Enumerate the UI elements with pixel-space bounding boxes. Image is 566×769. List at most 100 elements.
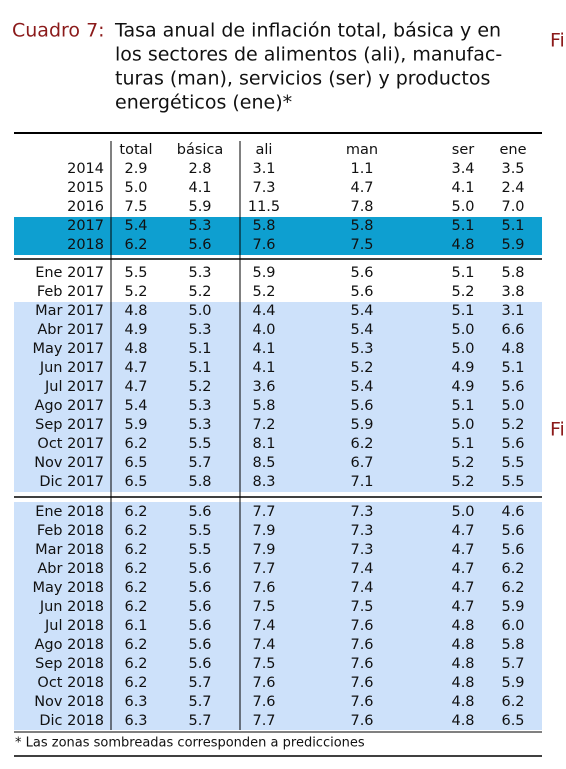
row-label: Ene 2018 xyxy=(35,504,104,520)
cell: 5.3 xyxy=(188,322,211,338)
cell: 7.6 xyxy=(350,675,373,691)
cell: 4.9 xyxy=(124,322,147,338)
cell: 5.4 xyxy=(350,303,373,319)
row-label: Dic 2018 xyxy=(39,713,104,729)
cell: 5.6 xyxy=(188,599,211,615)
cell: 6.6 xyxy=(501,322,524,338)
cell: 5.6 xyxy=(350,284,373,300)
cell: 5.0 xyxy=(451,199,474,215)
column-header: total xyxy=(119,142,152,158)
cell: 3.1 xyxy=(501,303,524,319)
cell: 5.6 xyxy=(188,580,211,596)
cell: 6.5 xyxy=(124,474,147,490)
row-label: Mar 2017 xyxy=(35,303,104,319)
cell: 7.6 xyxy=(252,580,275,596)
cell: 6.0 xyxy=(501,618,524,634)
column-header: ser xyxy=(452,142,474,158)
cell: 5.6 xyxy=(501,436,524,452)
cell: 4.0 xyxy=(252,322,275,338)
cell: 8.3 xyxy=(252,474,275,490)
cell: 7.9 xyxy=(252,523,275,539)
cell: 5.2 xyxy=(451,284,474,300)
cell: 4.4 xyxy=(252,303,275,319)
cell: 5.3 xyxy=(188,398,211,414)
cell: 7.5 xyxy=(350,599,373,615)
cell: 1.1 xyxy=(350,161,373,177)
cell: 5.2 xyxy=(188,284,211,300)
cell: 6.3 xyxy=(124,694,147,710)
row-label: 2014 xyxy=(67,161,104,177)
forecast-shade xyxy=(14,302,542,492)
cell: 5.6 xyxy=(188,637,211,653)
cell: 7.2 xyxy=(252,417,275,433)
row-label: 2016 xyxy=(67,199,104,215)
cell: 4.7 xyxy=(451,542,474,558)
cell: 5.9 xyxy=(252,265,275,281)
row-label: Abr 2018 xyxy=(37,561,104,577)
cell: 5.9 xyxy=(188,199,211,215)
cell: 5.0 xyxy=(501,398,524,414)
cell: 5.0 xyxy=(124,180,147,196)
cell: 5.0 xyxy=(451,417,474,433)
cell: 5.4 xyxy=(350,379,373,395)
caption-label: Cuadro 7: xyxy=(12,20,105,42)
cell: 6.2 xyxy=(124,580,147,596)
cell: 7.7 xyxy=(252,713,275,729)
cell: 4.7 xyxy=(350,180,373,196)
cell: 6.2 xyxy=(124,504,147,520)
cell: 4.7 xyxy=(124,360,147,376)
cell: 5.8 xyxy=(252,398,275,414)
footnote: * Las zonas sombreadas corresponden a pr… xyxy=(15,736,365,751)
cell: 7.4 xyxy=(252,618,275,634)
cell: 6.5 xyxy=(124,455,147,471)
cell: 7.6 xyxy=(350,637,373,653)
row-label: Feb 2018 xyxy=(37,523,104,539)
cell: 3.4 xyxy=(451,161,474,177)
row-label: Jul 2018 xyxy=(44,618,104,634)
cell: 7.3 xyxy=(252,180,275,196)
cell: 5.6 xyxy=(501,542,524,558)
caption-line: los sectores de alimentos (ali), manufac… xyxy=(115,44,502,66)
cell: 6.2 xyxy=(501,694,524,710)
cell: 4.7 xyxy=(451,561,474,577)
cell: 5.0 xyxy=(451,322,474,338)
cell: 4.9 xyxy=(451,360,474,376)
cell: 5.6 xyxy=(188,237,211,253)
cell: 7.7 xyxy=(252,504,275,520)
row-label: Sep 2018 xyxy=(35,656,104,672)
cell: 7.7 xyxy=(252,561,275,577)
cell: 5.7 xyxy=(188,694,211,710)
cell: 5.1 xyxy=(451,303,474,319)
column-header: ali xyxy=(256,142,273,158)
cell: 5.1 xyxy=(451,436,474,452)
cell: 7.6 xyxy=(350,694,373,710)
cell: 6.2 xyxy=(124,436,147,452)
cell: 5.6 xyxy=(188,618,211,634)
cell: 5.8 xyxy=(350,218,373,234)
cell: 5.6 xyxy=(350,398,373,414)
cell: 7.6 xyxy=(252,237,275,253)
caption-line: turas (man), servicios (ser) y productos xyxy=(115,68,490,90)
row-label: Abr 2017 xyxy=(37,322,104,338)
cell: 5.0 xyxy=(451,504,474,520)
cell: 5.1 xyxy=(501,360,524,376)
cell: 5.8 xyxy=(188,474,211,490)
cell: 7.0 xyxy=(501,199,524,215)
cell: 3.6 xyxy=(252,379,275,395)
cell: 5.1 xyxy=(451,265,474,281)
cell: 5.3 xyxy=(188,218,211,234)
cell: 4.8 xyxy=(451,675,474,691)
cell: 4.8 xyxy=(451,713,474,729)
cell: 5.6 xyxy=(188,561,211,577)
cell: 4.8 xyxy=(451,694,474,710)
cell: 5.6 xyxy=(188,504,211,520)
cell: 2.8 xyxy=(188,161,211,177)
cell: 5.5 xyxy=(188,523,211,539)
cell: 11.5 xyxy=(248,199,280,215)
cell: 7.3 xyxy=(350,542,373,558)
cell: 5.5 xyxy=(188,542,211,558)
cell: 5.5 xyxy=(501,455,524,471)
row-label: Oct 2017 xyxy=(37,436,104,452)
cell: 3.5 xyxy=(501,161,524,177)
